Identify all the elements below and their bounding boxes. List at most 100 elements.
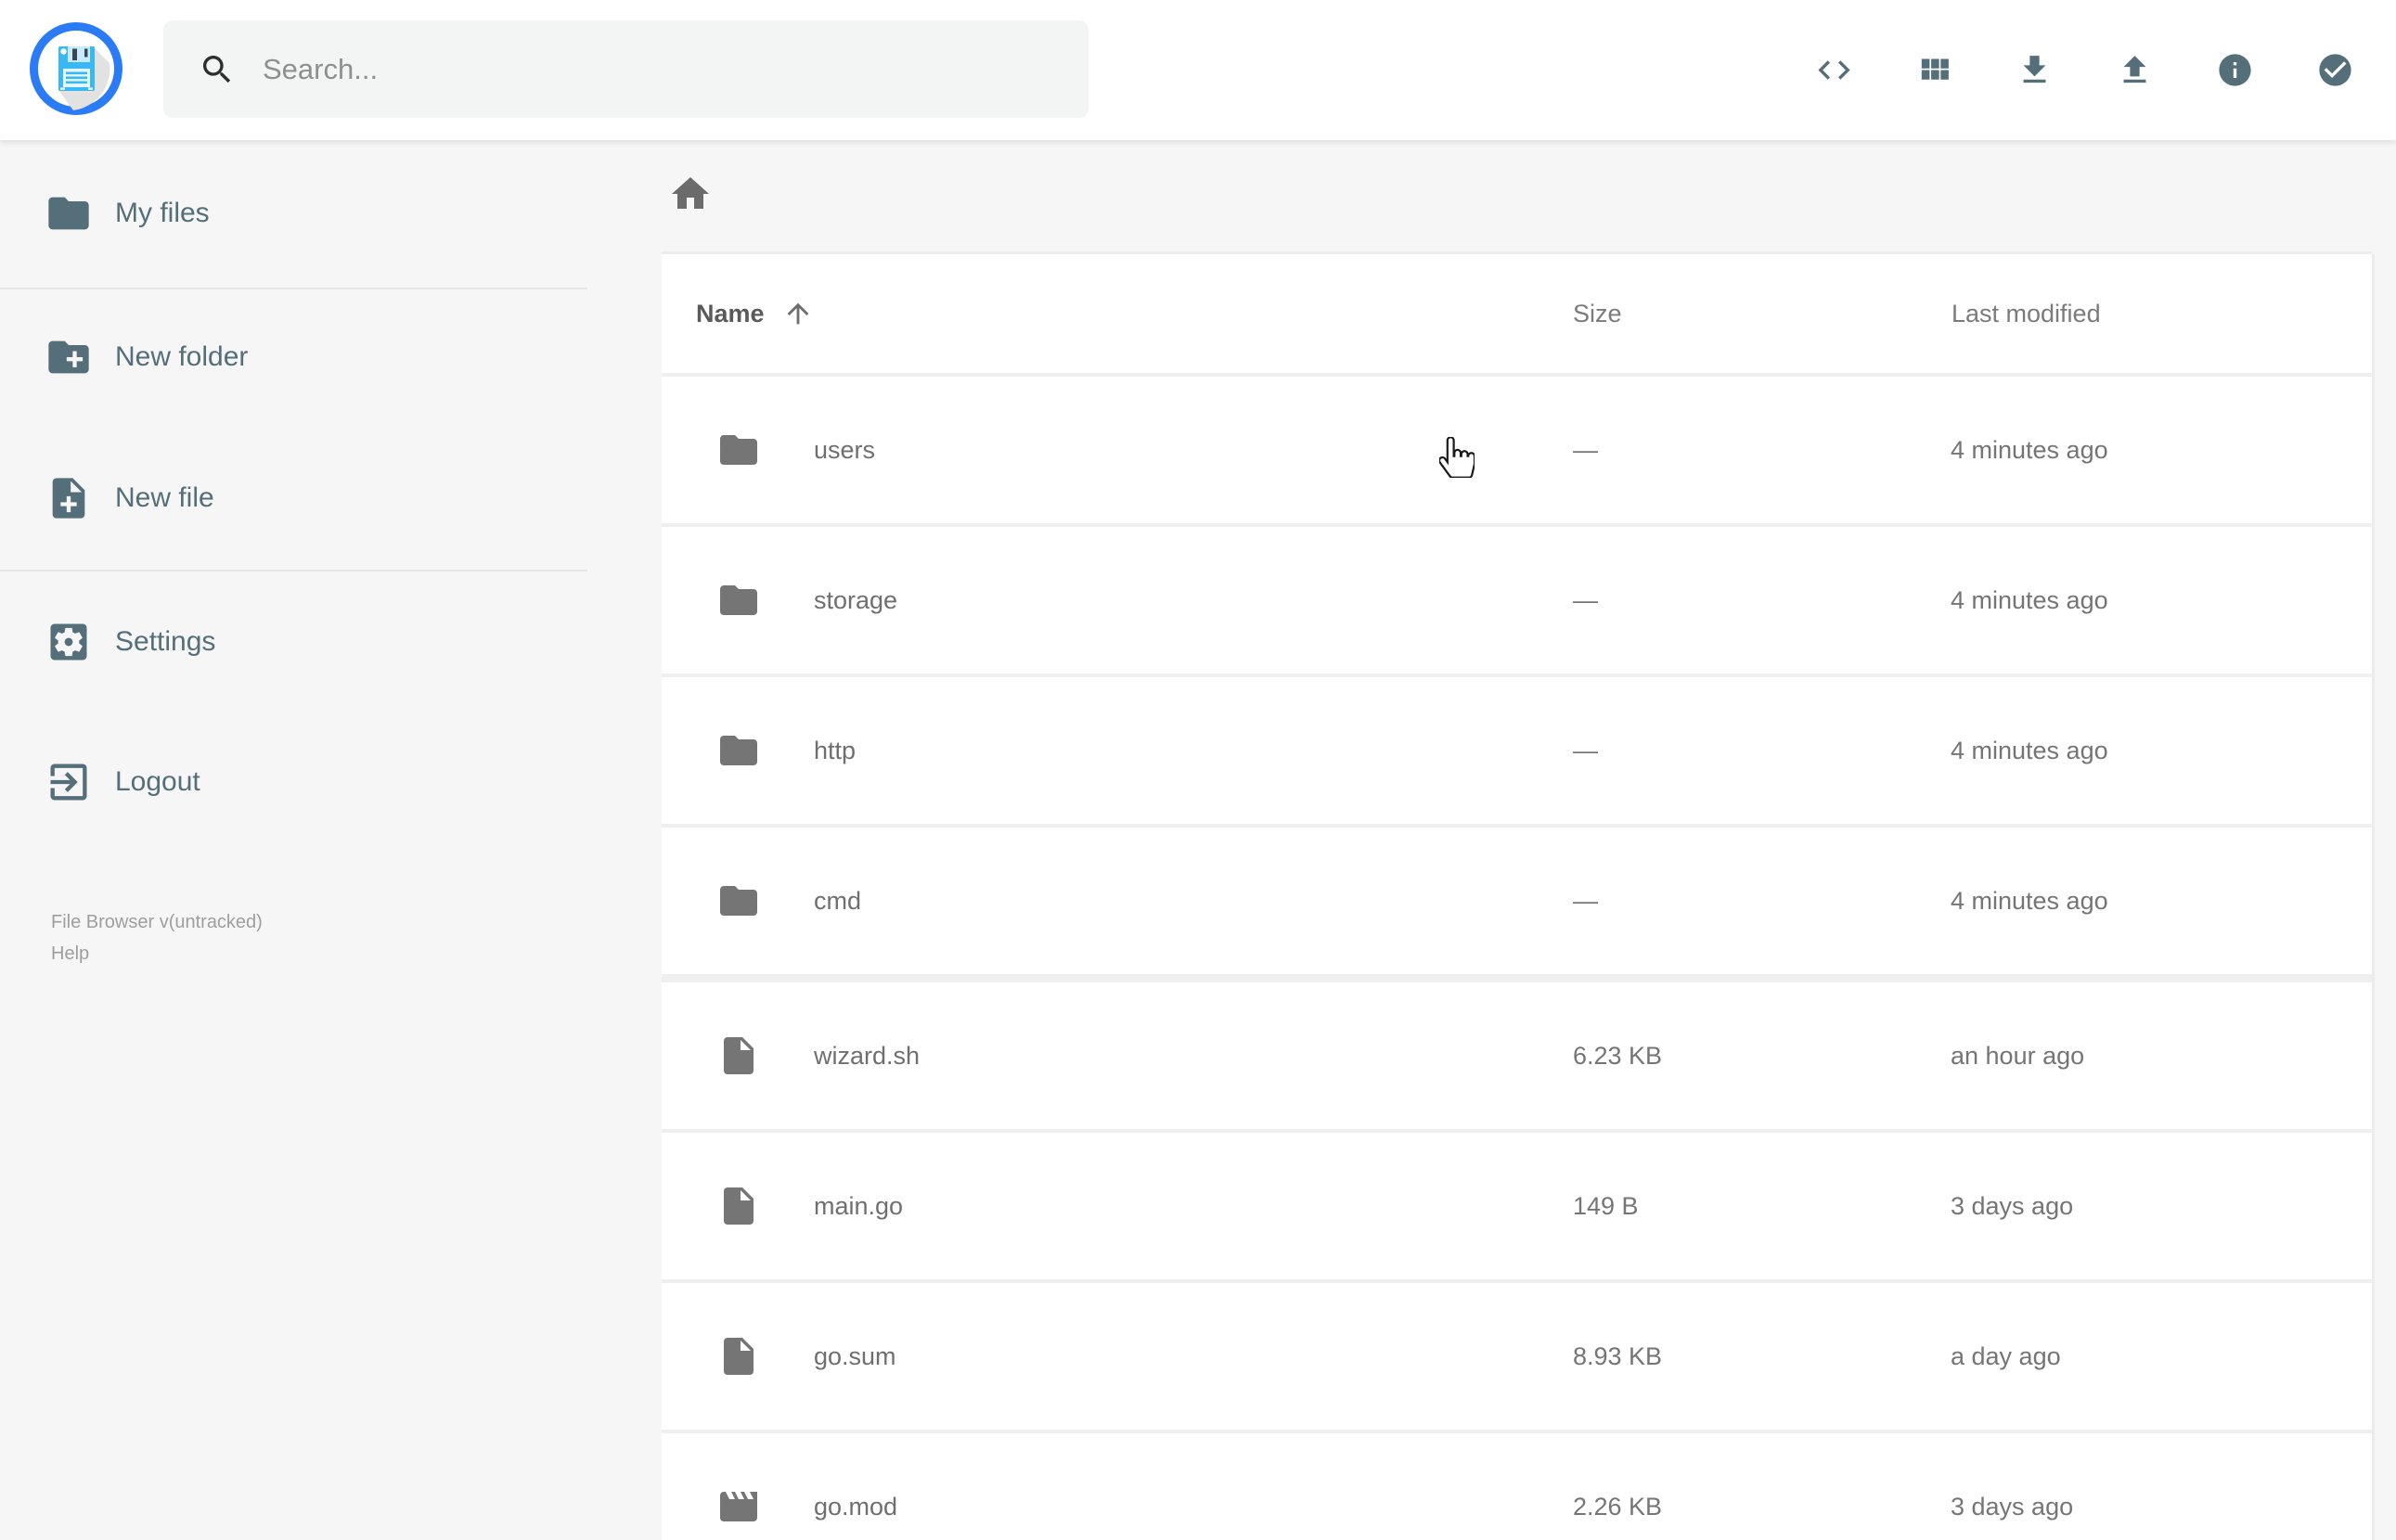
item-size: 8.93 KB: [1573, 1341, 1663, 1370]
sort-by-modified-header[interactable]: Last modified: [1952, 299, 2101, 327]
select-button[interactable]: [2316, 51, 2354, 89]
row-divider: [662, 523, 2372, 527]
sort-by-name-header[interactable]: Name: [696, 254, 814, 373]
file-row[interactable]: go.mod 2.26 KB 3 days ago: [662, 1433, 2372, 1540]
code-button[interactable]: [1815, 51, 1853, 89]
item-size: 2.26 KB: [1573, 1492, 1663, 1521]
help-link[interactable]: Help: [51, 943, 90, 964]
item-size: 6.23 KB: [1573, 1041, 1663, 1070]
name-column-label: Name: [696, 299, 765, 327]
check-circle-icon: [2319, 54, 2351, 86]
sidebar-item-label: My files: [115, 198, 210, 228]
folder-icon: [720, 886, 757, 916]
sidebar-item-label: Logout: [115, 766, 200, 797]
item-modified: 3 days ago: [1951, 1492, 2074, 1521]
item-size: —: [1573, 585, 1598, 614]
row-divider: [662, 1279, 2372, 1283]
movie-icon: [720, 1492, 757, 1521]
sidebar-item-new-file[interactable]: New file: [0, 454, 587, 543]
item-modified: a day ago: [1951, 1341, 2061, 1370]
home-icon: [672, 177, 709, 209]
file-listing: Name Size Last modified users — 4 minutes …: [662, 254, 2375, 1540]
file-row[interactable]: wizard.sh 6.23 KB an hour ago: [662, 982, 2372, 1129]
sort-by-size-header[interactable]: Size: [1573, 299, 1622, 327]
file-icon: [724, 1037, 754, 1074]
row-divider: [662, 974, 2372, 982]
sidebar-item-label: New file: [115, 482, 214, 513]
grid-view-icon: [1921, 58, 1949, 80]
sidebar-item-my-files[interactable]: My files: [0, 169, 587, 258]
header-row-divider: [662, 373, 2372, 377]
item-name: go.mod: [814, 1492, 898, 1521]
folder-icon: [48, 197, 89, 230]
item-name: users: [814, 435, 876, 464]
file-icon: [724, 1187, 754, 1225]
item-name: storage: [814, 585, 898, 614]
folder-icon: [720, 585, 757, 615]
sidebar-item-settings[interactable]: Settings: [0, 597, 587, 687]
folder-row[interactable]: storage — 4 minutes ago: [662, 527, 2372, 674]
upload-icon: [2123, 56, 2146, 83]
item-size: —: [1573, 736, 1598, 764]
file-row[interactable]: go.sum 8.93 KB a day ago: [662, 1283, 2372, 1430]
listing-header: Name Size Last modified: [662, 254, 2372, 373]
info-icon: [2219, 54, 2251, 86]
sidebar-item-label: New folder: [115, 341, 249, 372]
item-name: go.sum: [814, 1341, 896, 1370]
sidebar-divider: [0, 288, 587, 289]
item-size: —: [1573, 435, 1598, 464]
item-modified: 4 minutes ago: [1951, 886, 2108, 915]
grid-view-button[interactable]: [1915, 51, 1953, 89]
settings-icon: [50, 623, 87, 661]
row-divider: [662, 1129, 2372, 1133]
sidebar-item-logout[interactable]: Logout: [0, 738, 587, 827]
file-icon: [724, 1338, 754, 1375]
sidebar-footer: File Browser v(untracked) Help: [51, 906, 263, 969]
file-row[interactable]: main.go 149 B 3 days ago: [662, 1133, 2372, 1279]
item-modified: 4 minutes ago: [1951, 435, 2108, 464]
search-icon: [203, 55, 231, 83]
folder-icon: [720, 736, 757, 765]
listing-rows: users — 4 minutes ago storage — 4 minutes ago…: [662, 377, 2372, 1540]
filebrowser-logo: [30, 22, 122, 115]
folder-row[interactable]: users — 4 minutes ago: [662, 377, 2372, 523]
upload-button[interactable]: [2116, 51, 2154, 89]
app-header: Search...: [0, 0, 2396, 140]
breadcrumb-divider: [662, 251, 2372, 254]
version-link[interactable]: File Browser v(untracked): [51, 912, 263, 932]
code-icon: [1818, 60, 1850, 80]
sort-ascending-icon: [787, 302, 808, 325]
item-modified: an hour ago: [1951, 1041, 2085, 1070]
item-name: main.go: [814, 1191, 904, 1220]
item-name: http: [814, 736, 857, 764]
row-divider: [662, 824, 2372, 828]
download-button[interactable]: [2016, 51, 2054, 89]
item-modified: 4 minutes ago: [1951, 736, 2108, 764]
search-input[interactable]: Search...: [163, 20, 1089, 118]
folder-icon: [720, 435, 757, 465]
main-content: Name Size Last modified users — 4 minutes …: [587, 140, 2396, 1540]
download-icon: [2023, 56, 2046, 83]
folder-row[interactable]: cmd — 4 minutes ago: [662, 828, 2372, 974]
search-placeholder: Search...: [263, 52, 379, 85]
item-modified: 3 days ago: [1951, 1191, 2074, 1220]
folder-row[interactable]: http — 4 minutes ago: [662, 677, 2372, 824]
logout-icon: [50, 764, 87, 801]
item-name: cmd: [814, 886, 862, 915]
new-file-icon: [52, 478, 85, 519]
sidebar: File Browser v(untracked) Help My files N…: [0, 140, 587, 1540]
header-actions: [1815, 0, 2354, 140]
row-divider: [662, 1430, 2372, 1433]
item-name: wizard.sh: [814, 1041, 921, 1070]
new-folder-icon: [48, 340, 89, 374]
breadcrumb-home-button[interactable]: [668, 172, 713, 216]
item-size: 149 B: [1573, 1191, 1639, 1220]
item-modified: 4 minutes ago: [1951, 585, 2108, 614]
row-divider: [662, 674, 2372, 677]
sidebar-item-new-folder[interactable]: New folder: [0, 313, 587, 402]
info-button[interactable]: [2216, 51, 2254, 89]
sidebar-item-label: Settings: [115, 626, 216, 657]
item-size: —: [1573, 886, 1598, 915]
sidebar-divider: [0, 570, 587, 571]
